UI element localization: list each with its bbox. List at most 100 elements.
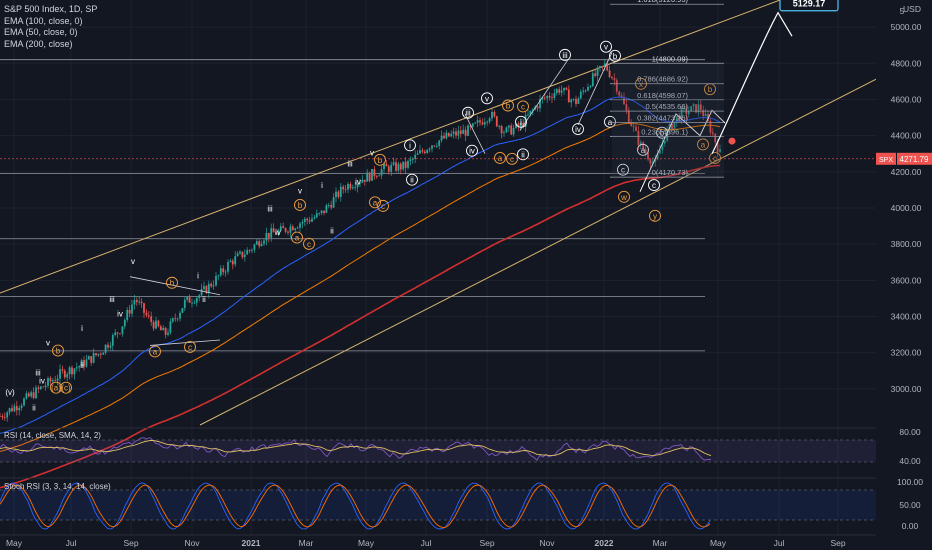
candle-body: [167, 332, 169, 335]
wave-circle: [374, 153, 386, 166]
wave-label: i: [321, 181, 323, 190]
y-tick-label: 3800.00: [891, 239, 922, 249]
candle-body: [0, 415, 1, 417]
time-axis[interactable]: May Jul Sep Nov 2021 Mar May Jul Sep Nov 2022 Mar Ma…: [0, 534, 876, 548]
candle-body: [555, 89, 558, 94]
candle-body: [99, 353, 102, 355]
wave-circle: [604, 115, 616, 128]
axis-bg: [876, 0, 932, 550]
ema-200-line: [0, 164, 721, 489]
stoch-tick: 0.00: [902, 521, 919, 531]
wave-label: iv: [275, 228, 281, 237]
candle-body: [35, 387, 37, 399]
wave-label: iv: [117, 309, 123, 318]
candle-body: [680, 108, 683, 121]
wave-circle: [517, 100, 529, 113]
candle-body: [426, 149, 429, 154]
candle-body: [13, 406, 16, 412]
wave-label: a: [153, 347, 158, 356]
candle-body: [337, 191, 340, 197]
x-tick-label: Mar: [299, 538, 314, 548]
candle-body: [445, 132, 448, 139]
candle-body: [109, 345, 112, 348]
candle-body: [289, 226, 292, 233]
candle-body: [37, 387, 40, 389]
wave-label: iv: [355, 177, 361, 186]
candle-body: [61, 369, 64, 371]
candle-body: [387, 166, 390, 172]
candle-body: [126, 309, 129, 320]
candle-body: [198, 295, 201, 299]
target-box: [779, 0, 839, 12]
wave-line: [464, 113, 486, 154]
wave-circle: [649, 209, 661, 222]
candle-body: [215, 275, 217, 286]
fib-label: 0.382(4473.26): [637, 113, 688, 122]
wave-circle: [481, 92, 493, 105]
candle-body: [375, 176, 378, 178]
legend-title[interactable]: S&P 500 Index, 1D, SP: [4, 4, 98, 14]
fib-label: 0(4170.73): [652, 168, 689, 177]
candle-body: [503, 132, 505, 134]
y-tick-label: 3600.00: [891, 275, 922, 285]
candle-body: [275, 232, 277, 235]
candle-body: [661, 143, 664, 151]
candle-body: [11, 408, 13, 412]
candle-body: [104, 344, 107, 353]
wave-label: a: [701, 140, 706, 149]
candle-body: [8, 408, 11, 413]
candle-body: [344, 189, 347, 191]
candle-body: [464, 129, 467, 136]
legend-ema50[interactable]: EMA (50, close, 0): [4, 27, 78, 37]
candle-body: [200, 289, 203, 296]
wave-label: i: [197, 272, 199, 281]
y-tick-label: 3000.00: [891, 384, 922, 394]
candle-body: [6, 412, 9, 418]
candle-body: [654, 159, 657, 162]
wave-label: v: [370, 149, 374, 158]
candle-body: [625, 104, 628, 111]
candle-body: [39, 386, 42, 389]
candle-body: [193, 302, 196, 304]
candle-body: [714, 133, 717, 143]
projection-arrow: 5129.17: [711, 0, 839, 154]
candle-body: [551, 97, 553, 99]
candle-body: [397, 163, 400, 171]
candle-body: [483, 122, 486, 125]
candle-body: [267, 232, 270, 238]
candle-body: [399, 163, 402, 170]
candle-body: [320, 210, 323, 214]
rsi-pane: RSI (14, close, SMA, 14, 2) 80.00 40.00: [0, 427, 921, 466]
legend-ema100[interactable]: EMA (100, close, 0): [4, 15, 83, 26]
price-tag-value-text: 4271.79: [900, 155, 929, 164]
wave-label: c: [621, 166, 625, 175]
wave-circle: [303, 237, 315, 250]
candle-body: [491, 111, 493, 119]
candle-body: [361, 179, 364, 183]
candle-body: [481, 122, 484, 125]
candle-body: [517, 123, 520, 128]
candle-body: [42, 386, 45, 388]
candle-body: [265, 232, 268, 241]
legend-ema200[interactable]: EMA (200, close): [4, 38, 73, 49]
candle-body: [32, 392, 35, 399]
y-tick-label: 3200.00: [891, 348, 922, 358]
wave-label: iii: [465, 109, 471, 118]
wave-circle: [50, 381, 62, 394]
wave-label: iii: [109, 295, 115, 304]
candle-body: [435, 146, 438, 147]
candle-body: [697, 104, 700, 113]
candle-body: [54, 380, 57, 381]
candle-body: [455, 131, 457, 136]
candle-body: [428, 148, 431, 150]
candle-body: [272, 228, 275, 233]
candle-body: [596, 67, 599, 77]
candle-body: [594, 73, 597, 77]
wave-line: [519, 59, 569, 131]
candle-body: [143, 303, 145, 313]
candle-body: [608, 70, 611, 77]
candle-body: [313, 217, 316, 219]
candle-body: [651, 161, 654, 164]
